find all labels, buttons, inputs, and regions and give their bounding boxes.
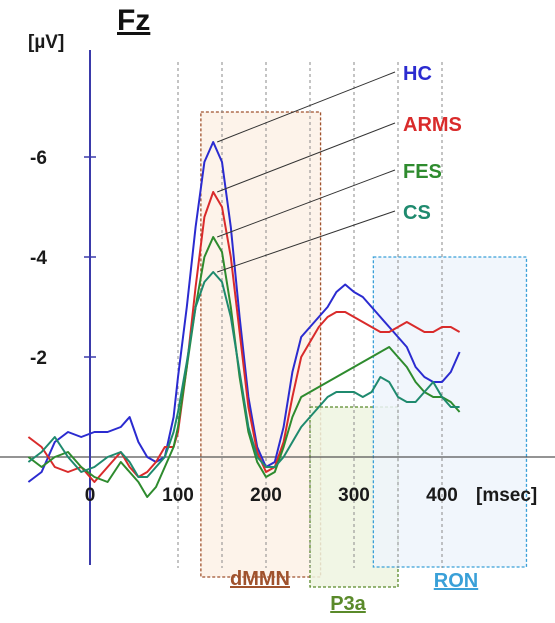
legend-leader-cs xyxy=(217,210,396,273)
region-label-p3a: P3a xyxy=(330,593,366,615)
legend-leader-hc xyxy=(217,71,396,143)
legend-leader-fes xyxy=(217,169,396,238)
region-label-ron: RON xyxy=(434,570,478,592)
region-labels-layer: dMMN P3a RON xyxy=(230,568,478,615)
chart-title: Fz xyxy=(117,4,150,37)
regions-layer xyxy=(200,111,528,588)
legend-layer: HC ARMS FES CS xyxy=(403,63,462,224)
series-layer xyxy=(27,141,461,498)
region-box-dmmn xyxy=(200,111,322,578)
y-axis-label: [µV] xyxy=(28,32,64,53)
legend-label-fes: FES xyxy=(403,161,442,183)
y-tick-label: -2 xyxy=(30,348,47,369)
x-tick-label: 0 xyxy=(85,485,96,506)
x-tick-label: 400 xyxy=(426,485,458,506)
legend-leader-arms xyxy=(217,122,396,193)
grid-layer xyxy=(177,62,443,568)
y-tick-label: -4 xyxy=(30,248,47,269)
x-tick-label: 100 xyxy=(162,485,194,506)
legend-leaders-layer xyxy=(217,71,396,273)
series-line-cs xyxy=(27,271,460,478)
y-tick-label: -6 xyxy=(30,148,47,169)
region-label-dmmn: dMMN xyxy=(230,568,290,590)
x-axis-label: [msec] xyxy=(476,485,537,506)
legend-label-arms: ARMS xyxy=(403,114,462,136)
series-line-arms xyxy=(27,191,461,483)
legend-label-cs: CS xyxy=(403,202,431,224)
x-tick-label: 300 xyxy=(338,485,370,506)
region-box-ron xyxy=(372,256,528,568)
series-line-fes xyxy=(27,236,461,498)
x-tick-label: 200 xyxy=(250,485,282,506)
tick-labels-layer: -6 -4 -2 0 100 200 300 400 xyxy=(30,148,458,506)
labels-layer: Fz [µV] [msec] xyxy=(28,4,537,506)
legend-label-hc: HC xyxy=(403,63,432,85)
